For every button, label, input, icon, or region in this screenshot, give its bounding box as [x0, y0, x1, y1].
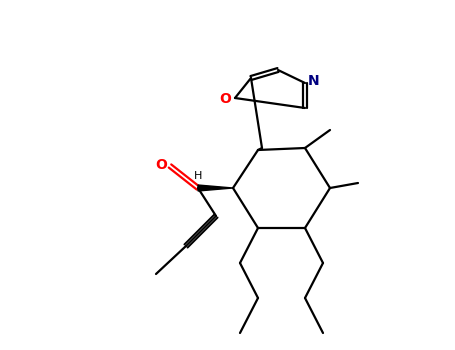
Text: H: H [194, 171, 202, 181]
Text: O: O [155, 158, 167, 172]
Text: O: O [219, 92, 231, 106]
Text: N: N [308, 74, 320, 88]
Polygon shape [198, 185, 233, 191]
